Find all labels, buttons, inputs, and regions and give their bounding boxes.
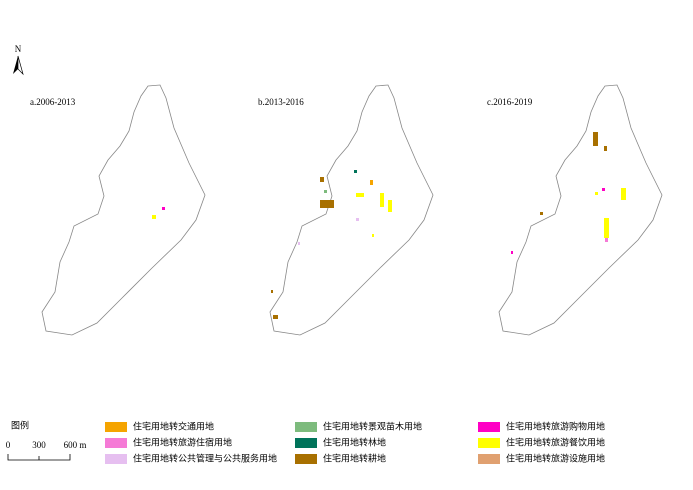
land-patch xyxy=(593,132,598,146)
land-patch xyxy=(604,146,607,151)
scale-label: 300 xyxy=(32,440,46,450)
land-patch xyxy=(273,315,278,319)
legend-swatch xyxy=(295,422,317,432)
legend-label: 住宅用地转旅游购物用地 xyxy=(506,421,605,433)
land-patch xyxy=(621,188,626,200)
legend-label: 住宅用地转公共管理与公共服务用地 xyxy=(133,453,277,465)
north-label: N xyxy=(15,44,22,54)
legend-label: 住宅用地转林地 xyxy=(323,437,386,449)
island-outline xyxy=(498,84,663,336)
legend-swatch xyxy=(105,422,127,432)
legend-swatch xyxy=(105,438,127,448)
land-patch xyxy=(271,290,273,293)
land-patch xyxy=(602,188,605,191)
legend-label: 住宅用地转交通用地 xyxy=(133,421,214,433)
map-panel: b.2013-2016 xyxy=(258,84,434,336)
land-patch xyxy=(356,193,364,197)
map-panel: a.2006-2013 xyxy=(30,84,206,336)
island-outline xyxy=(41,84,206,336)
north-arrow: N xyxy=(13,44,24,76)
legend-title: 图例 xyxy=(11,420,29,432)
land-patch xyxy=(372,234,374,237)
land-patch xyxy=(320,200,334,208)
land-patch xyxy=(152,215,156,219)
legend-label: 住宅用地转景观苗木用地 xyxy=(323,421,422,433)
legend-label: 住宅用地转旅游住宿用地 xyxy=(133,437,232,449)
land-patch xyxy=(511,251,513,254)
panel-label: c.2016-2019 xyxy=(487,97,533,107)
legend-label: 住宅用地转耕地 xyxy=(323,453,386,465)
scale-label: 0 xyxy=(6,440,11,450)
panel-label: a.2006-2013 xyxy=(30,97,76,107)
land-patch xyxy=(540,212,543,215)
legend-label: 住宅用地转旅游餐饮用地 xyxy=(506,437,605,449)
legend-swatch xyxy=(295,438,317,448)
scale-line xyxy=(7,454,71,461)
land-patch xyxy=(595,192,598,195)
land-patch xyxy=(354,170,357,173)
legend-swatch xyxy=(478,454,500,464)
north-arrow-left xyxy=(13,56,18,74)
north-arrow-right xyxy=(17,55,24,76)
land-patch xyxy=(605,238,608,242)
legend-label: 住宅用地转旅游设施用地 xyxy=(506,453,605,465)
scale-bar: 0 300 600 m xyxy=(6,440,87,461)
land-patch xyxy=(298,242,300,245)
land-patch xyxy=(356,218,359,221)
panel-label: b.2013-2016 xyxy=(258,97,304,107)
scale-label: 600 m xyxy=(64,440,87,450)
island-outline xyxy=(269,84,434,336)
land-patch xyxy=(324,190,327,193)
map-panel: c.2016-2019 xyxy=(487,84,663,336)
land-patch xyxy=(380,193,384,207)
land-patch xyxy=(388,200,392,212)
legend-swatch xyxy=(478,438,500,448)
legend-swatch xyxy=(105,454,127,464)
land-patch xyxy=(370,180,373,185)
land-patch xyxy=(162,207,165,210)
land-patch xyxy=(320,177,324,182)
legend-swatch xyxy=(478,422,500,432)
land-patch xyxy=(604,218,609,238)
legend-swatch xyxy=(295,454,317,464)
